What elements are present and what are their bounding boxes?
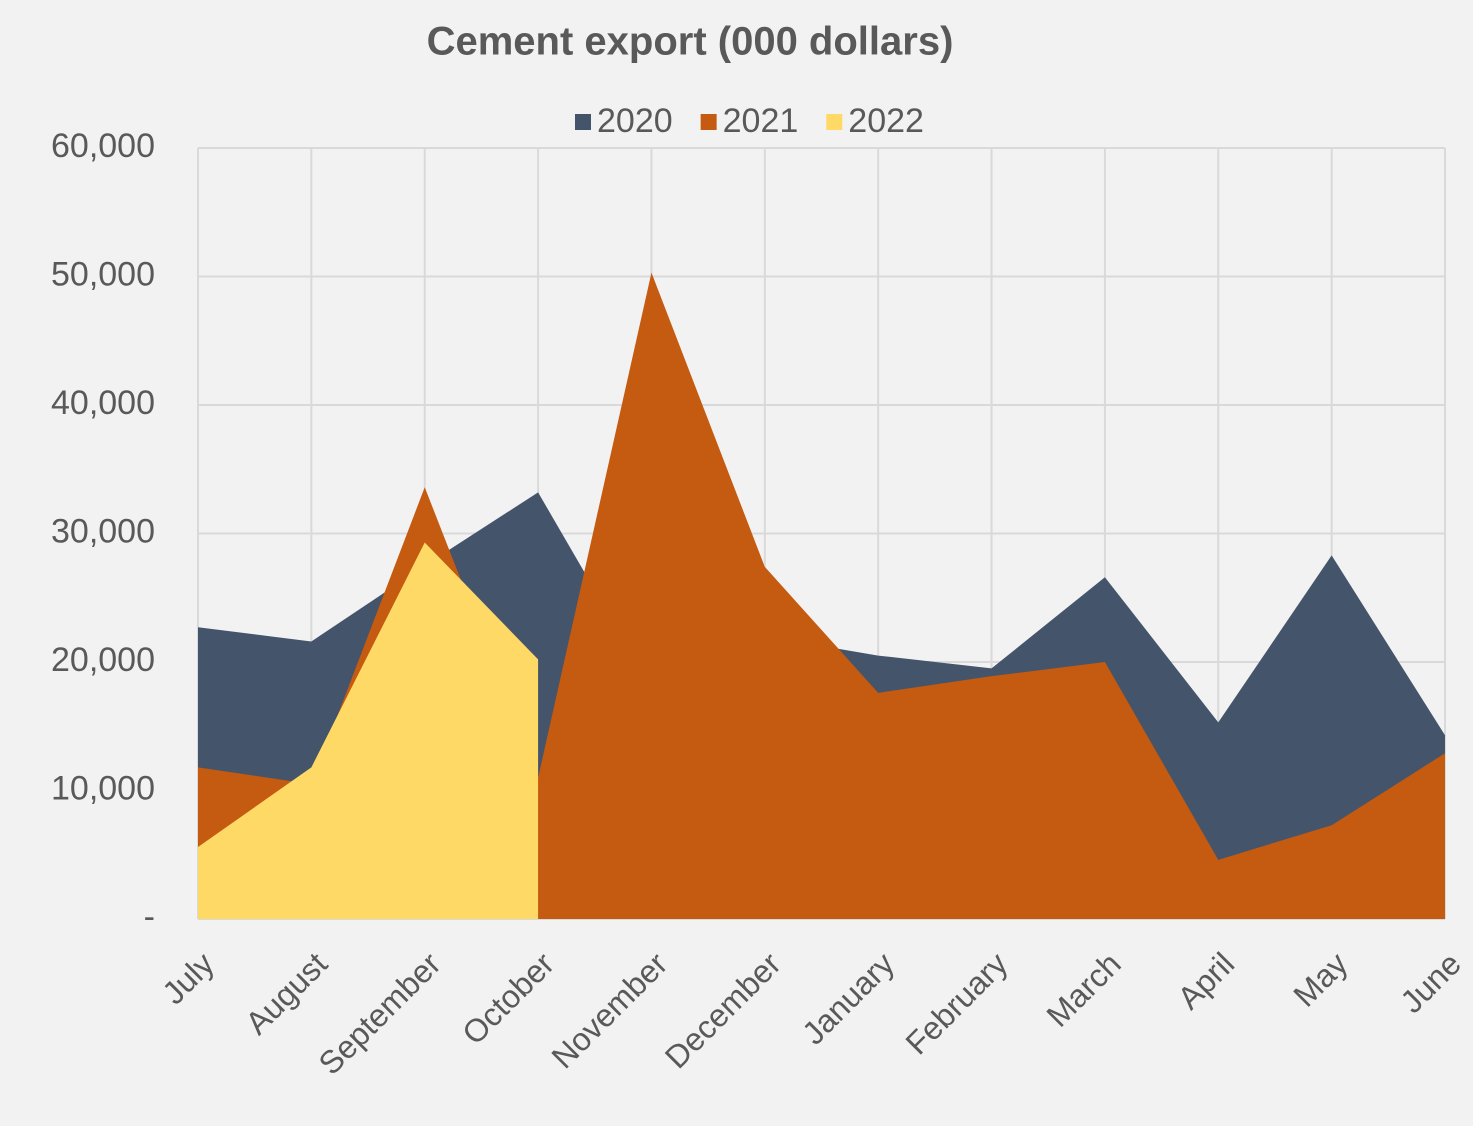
x-tick-label: October (455, 945, 561, 1051)
legend-label: 2022 (848, 102, 924, 140)
legend-label: 2021 (723, 102, 799, 140)
legend-swatch (575, 114, 591, 130)
chart-title: Cement export (000 dollars) (427, 20, 954, 64)
y-tick-label: 20,000 (51, 641, 155, 679)
area (198, 542, 539, 919)
x-tick-label: September (312, 945, 448, 1081)
x-tick-label: November (545, 945, 675, 1075)
x-tick-label: February (898, 945, 1014, 1061)
x-tick-label: August (238, 945, 334, 1041)
y-tick-label: 60,000 (51, 127, 155, 165)
y-tick-label: 40,000 (51, 384, 155, 422)
y-tick-label: 30,000 (51, 512, 155, 550)
x-tick-label: March (1040, 945, 1128, 1033)
legend-label: 2020 (597, 102, 673, 140)
x-tick-label: December (658, 945, 788, 1075)
x-tick-label: January (795, 945, 901, 1051)
x-tick-label: May (1286, 945, 1354, 1013)
x-tick-label: June (1393, 945, 1468, 1020)
legend-swatch (700, 114, 717, 130)
y-tick-label: 10,000 (51, 769, 155, 807)
y-tick-label: - (144, 898, 155, 936)
y-tick-label: 50,000 (51, 255, 155, 293)
x-tick-label: April (1170, 945, 1241, 1016)
legend-swatch (826, 114, 843, 130)
x-tick-label: July (155, 945, 221, 1011)
